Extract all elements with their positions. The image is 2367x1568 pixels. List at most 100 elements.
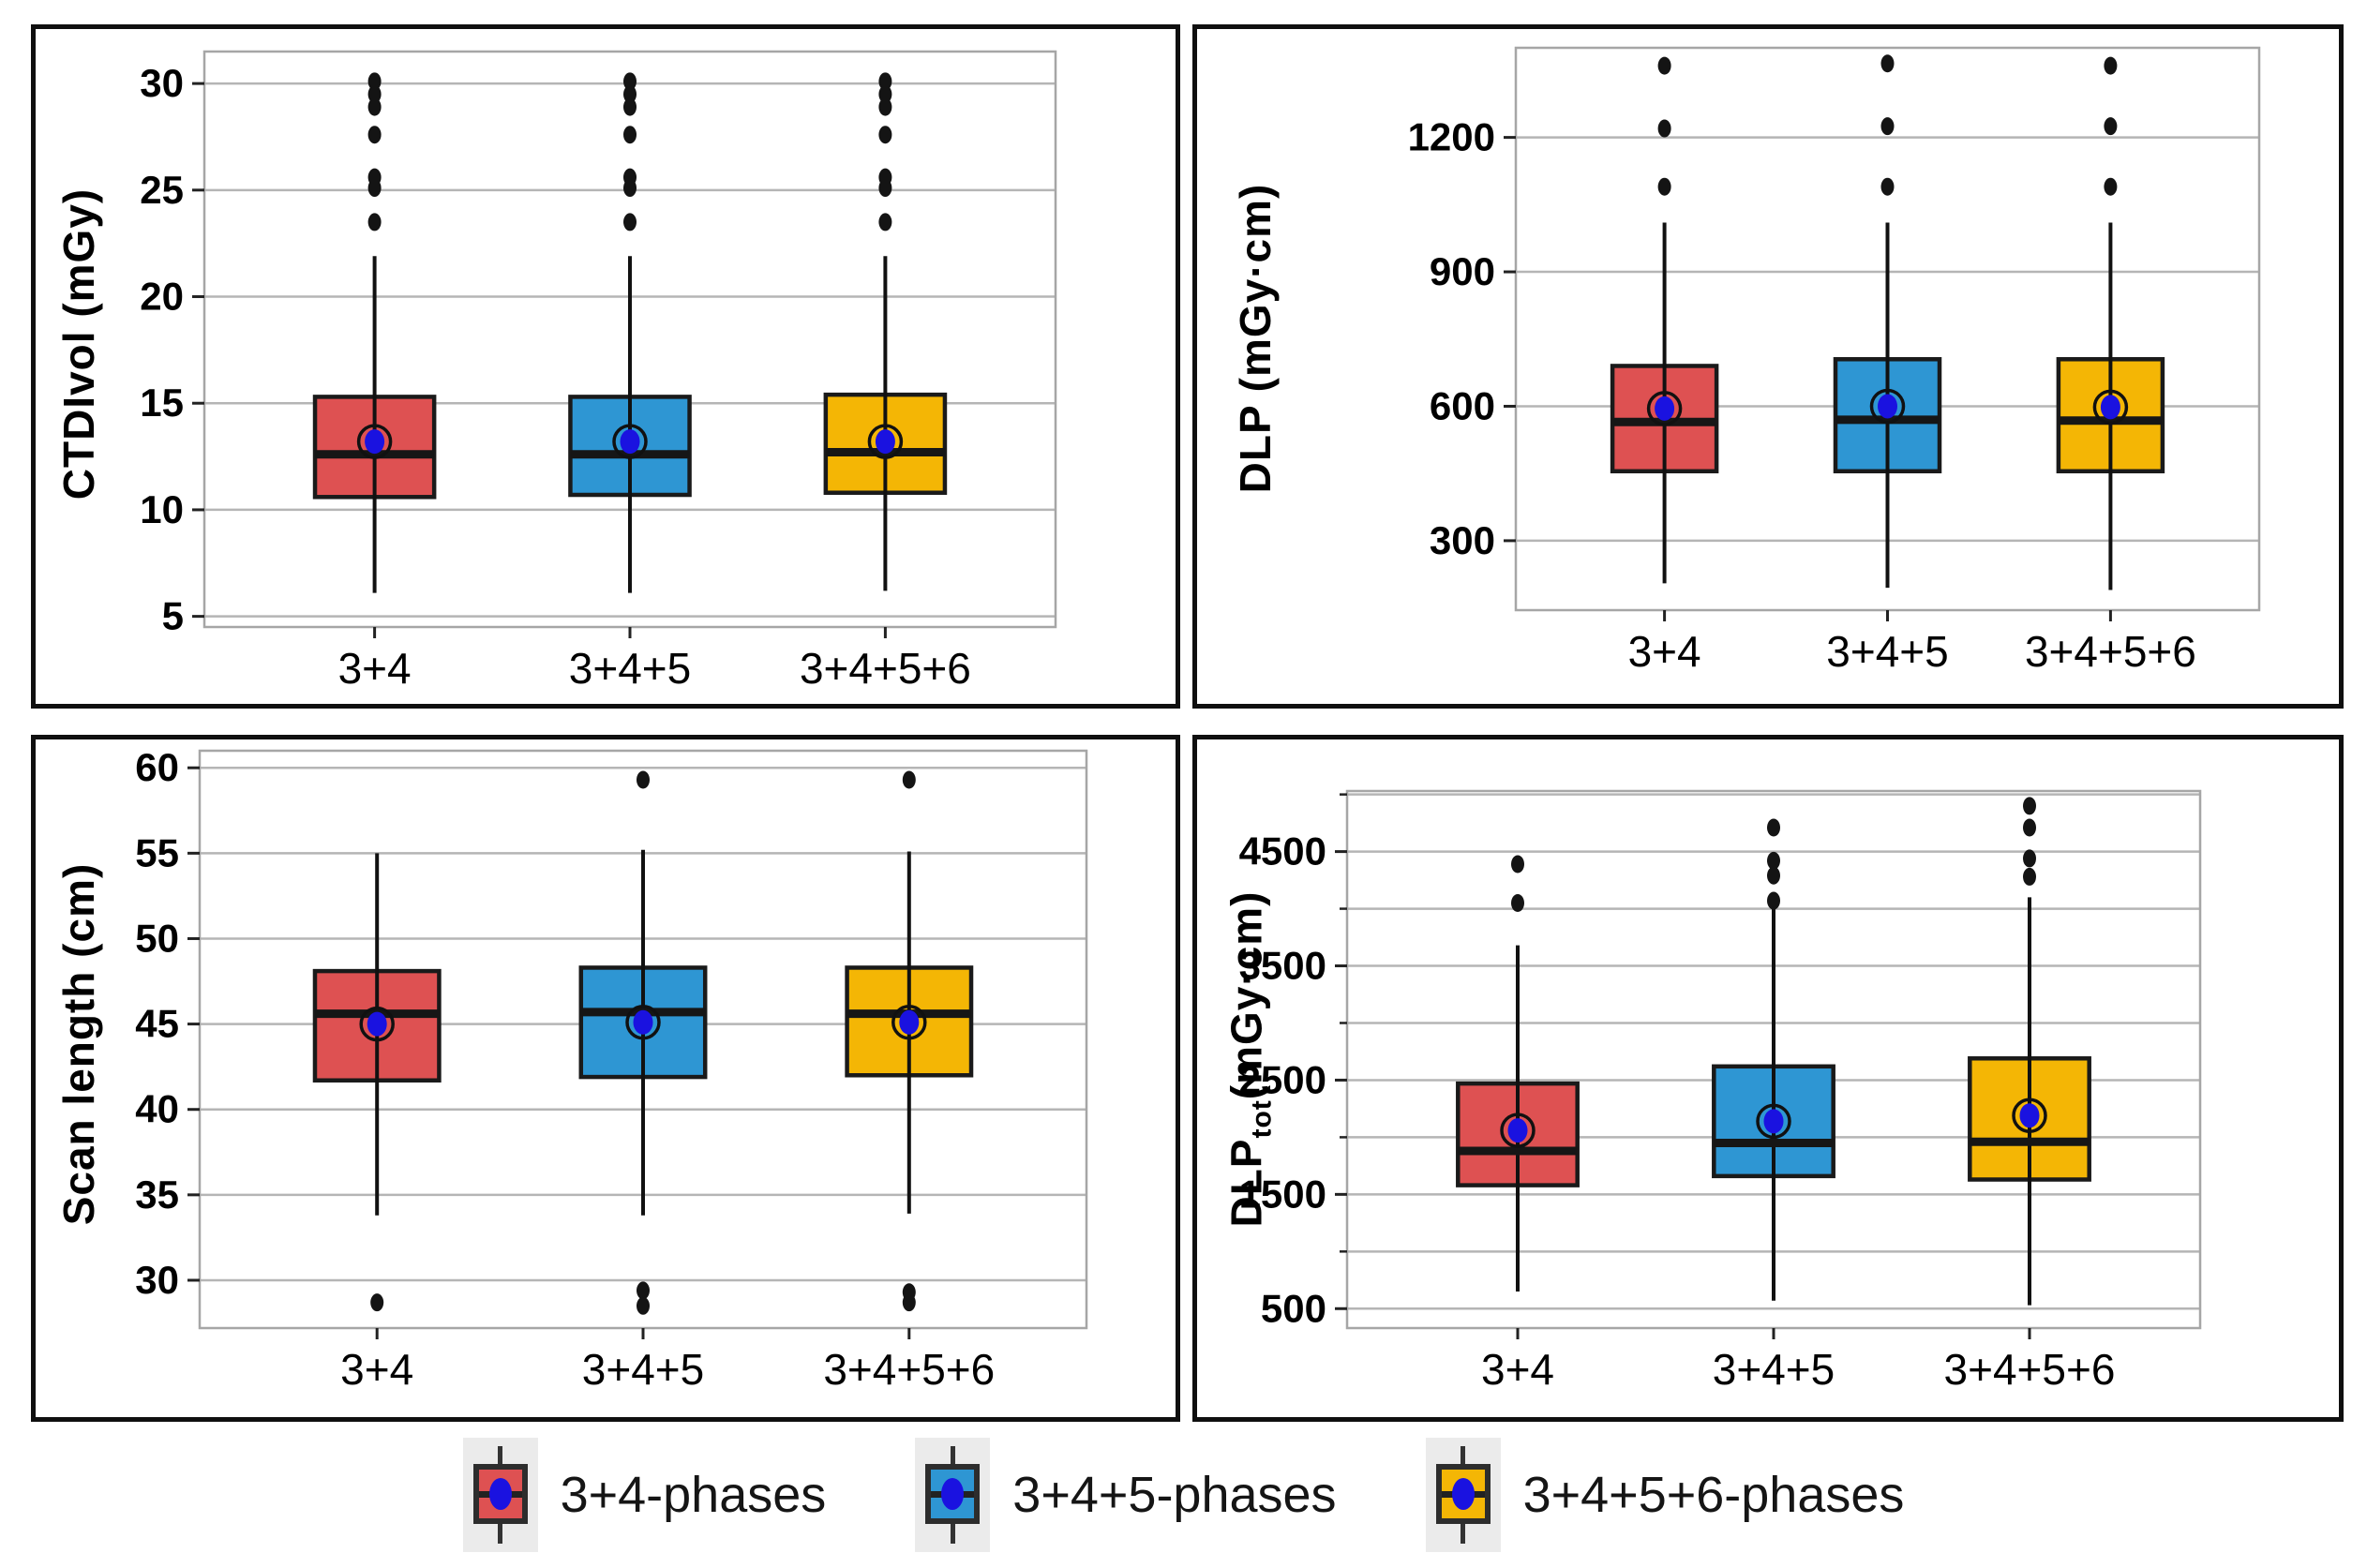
y-tick-label: 10 <box>140 487 184 531</box>
x-tick-label: 3+4 <box>1628 627 1701 676</box>
y-axis-title-text: CTDIvol (mGy) <box>54 187 103 500</box>
outlier-dot <box>2104 56 2118 75</box>
y-tick-label: 20 <box>140 275 184 319</box>
mean-marker-ring <box>891 1005 927 1040</box>
outlier-dot <box>878 72 892 91</box>
outlier-dot <box>902 770 916 789</box>
x-tick-label: 3+4+5+6 <box>2025 627 2196 676</box>
legend-label: 3+4-phases <box>560 1467 827 1523</box>
y-axis-title-ctdivol: CTDIvol (mGy) <box>53 188 104 500</box>
outlier-dot <box>2023 867 2036 886</box>
y-tick-label: 5 <box>162 594 184 638</box>
mean-marker-dot <box>620 429 640 455</box>
outlier-dot <box>367 126 382 144</box>
mean-dot-icon <box>1451 1478 1475 1510</box>
y-axis-title-text: Scan length (cm) <box>54 862 103 1226</box>
outlier-dot <box>2104 117 2118 136</box>
outlier-dot <box>1767 851 1780 870</box>
outlier-dot <box>1767 866 1780 885</box>
mean-marker-dot <box>1763 1109 1784 1134</box>
outlier-dot <box>370 1293 384 1312</box>
y-tick-label: 50 <box>135 916 179 960</box>
x-tick-label: 3+4+5+6 <box>1944 1345 2116 1394</box>
boxplot-canvas-dlp: 300 600 900 1200 3+4 3+4+5 3+4+5+6 <box>1408 46 2261 676</box>
y-axis-title-subscript: tot <box>1246 1099 1278 1139</box>
outlier-dot <box>1880 54 1895 73</box>
outlier-dot <box>623 213 637 231</box>
outlier-dot <box>1767 891 1780 910</box>
legend-box <box>1435 1464 1491 1524</box>
outlier-dot <box>367 72 382 91</box>
legend-item-3plus4: 3+4-phases <box>462 1438 827 1552</box>
y-tick-label: 900 <box>1430 249 1495 293</box>
boxplot-swatch-icon <box>1425 1438 1501 1552</box>
legend-box <box>925 1464 981 1524</box>
outlier-dot <box>1657 177 1671 196</box>
x-tick-label: 3+4 <box>340 1345 413 1394</box>
mean-marker-ring <box>625 1005 661 1040</box>
panel-dlp: 300 600 900 1200 3+4 3+4+5 3+4+5+6 DLP (mGy·cm… <box>1192 24 2344 709</box>
outlier-dot <box>1511 893 1524 912</box>
outlier-dot <box>623 126 637 144</box>
x-tick-label: 3+4+5 <box>582 1345 704 1394</box>
mean-marker-dot <box>2100 395 2120 420</box>
y-axis-title-dlptot: DLPtot(mGy·cm) <box>1221 890 1278 1227</box>
outlier-dot <box>2104 177 2118 196</box>
mean-marker-ring <box>2092 389 2129 426</box>
outlier-dot <box>1657 119 1671 138</box>
mean-marker-dot <box>1878 394 1897 419</box>
y-tick-label: 30 <box>135 1258 179 1302</box>
x-tick-label: 3+4+5 <box>1713 1345 1835 1394</box>
mean-marker-ring <box>1756 1103 1791 1140</box>
y-tick-label: 15 <box>140 381 184 425</box>
y-tick-label: 60 <box>135 745 179 789</box>
mean-marker-ring <box>867 424 904 459</box>
mean-marker-ring <box>1869 388 1906 425</box>
mean-dot-icon <box>488 1478 512 1510</box>
y-tick-label: 4500 <box>1239 829 1326 874</box>
outlier-dot <box>367 84 382 103</box>
legend-label: 3+4+5+6-phases <box>1522 1467 1905 1523</box>
outlier-dot <box>637 1296 650 1315</box>
y-tick-label: 45 <box>135 1002 179 1046</box>
mean-marker-ring <box>356 424 393 459</box>
outlier-dot <box>878 97 892 116</box>
mean-marker-dot <box>875 429 895 455</box>
legend-item-3plus4plus5plus6: 3+4+5+6-phases <box>1425 1438 1905 1552</box>
outlier-dot <box>2023 797 2036 815</box>
y-axis-title-dlp: DLP (mGy·cm) <box>1230 184 1281 494</box>
outlier-dot <box>1657 56 1671 75</box>
y-tick-label: 55 <box>135 830 179 874</box>
y-axis-title-scanlength: Scan length (cm) <box>53 863 104 1226</box>
outlier-dot <box>902 1283 916 1302</box>
outlier-dot <box>637 1281 650 1300</box>
boxplot-swatch-icon <box>915 1438 991 1552</box>
outlier-dot <box>623 84 637 103</box>
outlier-dot <box>623 72 637 91</box>
outlier-dot <box>878 126 892 144</box>
x-tick-label: 3+4+5 <box>1826 627 1948 676</box>
outlier-dot <box>1880 117 1895 136</box>
outlier-dot <box>2023 818 2036 837</box>
outlier-dot <box>2023 849 2036 868</box>
y-tick-label: 600 <box>1430 383 1495 427</box>
y-axis-title-text: DLP <box>1221 1138 1271 1228</box>
boxplot-canvas-scanlength: 30 35 40 45 50 55 60 3+4 3+4+5 3+4+5+6 <box>135 745 1088 1394</box>
mean-marker-ring <box>359 1006 395 1042</box>
boxplot-swatch-icon <box>462 1438 538 1552</box>
y-tick-label: 25 <box>140 168 184 212</box>
x-tick-label: 3+4+5+6 <box>800 644 971 693</box>
y-axis-title-suffix: (mGy·cm) <box>1221 890 1271 1100</box>
outlier-dot <box>1767 818 1780 837</box>
legend-box <box>472 1464 528 1524</box>
outlier-dot <box>367 97 382 116</box>
outlier-dot <box>878 213 892 231</box>
mean-marker-dot <box>365 429 385 455</box>
panel-dlptot: 500 1500 2500 3500 4500 3+4 3+4+5 3+4+5+6 DLPto… <box>1192 735 2344 1422</box>
mean-marker-dot <box>2019 1103 2040 1128</box>
outlier-dot <box>878 168 892 187</box>
x-tick-label: 3+4+5 <box>569 644 691 693</box>
y-tick-label: 3500 <box>1239 944 1326 988</box>
mean-marker-dot <box>1507 1118 1528 1143</box>
